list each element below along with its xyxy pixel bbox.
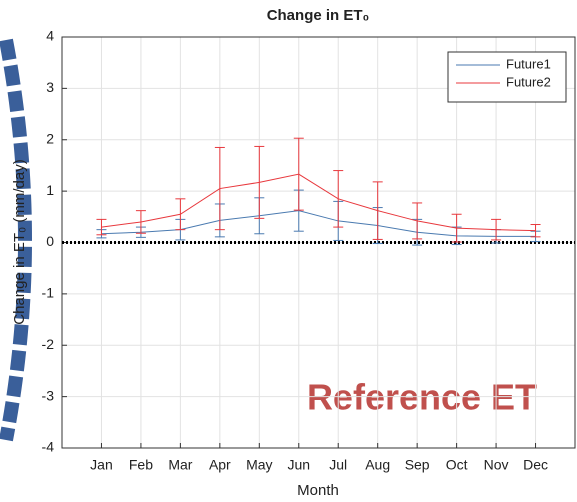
- series-line: [101, 173, 536, 232]
- x-axis-label: Month: [297, 482, 339, 499]
- y-tick-label: 2: [46, 130, 54, 146]
- series-line: [101, 210, 536, 237]
- y-tick-label: 0: [46, 233, 54, 249]
- x-tick-label: Apr: [209, 457, 231, 473]
- y-tick-label: 4: [46, 28, 54, 44]
- x-tick-label: Sep: [405, 457, 430, 473]
- x-tick-label: Oct: [446, 457, 468, 473]
- x-tick-label: Aug: [365, 457, 390, 473]
- legend-box: [447, 51, 567, 103]
- y-tick-label: 3: [46, 79, 54, 95]
- chart-title: Change in ET₀: [267, 7, 370, 24]
- y-tick-label: -2: [42, 336, 55, 352]
- x-tick-label: Nov: [484, 457, 509, 473]
- x-tick-label: Jul: [329, 457, 347, 473]
- y-tick-label: -1: [42, 285, 55, 301]
- y-tick-label: -3: [42, 387, 55, 403]
- y-tick-label: -4: [42, 439, 55, 455]
- x-tick-label: Jun: [287, 457, 310, 473]
- legend-label: Future2: [506, 74, 551, 89]
- x-tick-label: Jan: [90, 457, 113, 473]
- decoration: [0, 38, 32, 442]
- legend-label: Future1: [506, 56, 551, 71]
- y-axis-label: Change in ET₀ (mm/day): [11, 159, 28, 324]
- x-tick-label: Mar: [168, 457, 192, 473]
- x-tick-label: May: [246, 457, 272, 473]
- y-tick-label: 1: [46, 182, 54, 198]
- x-tick-label: Dec: [523, 457, 548, 473]
- x-tick-label: Feb: [129, 457, 153, 473]
